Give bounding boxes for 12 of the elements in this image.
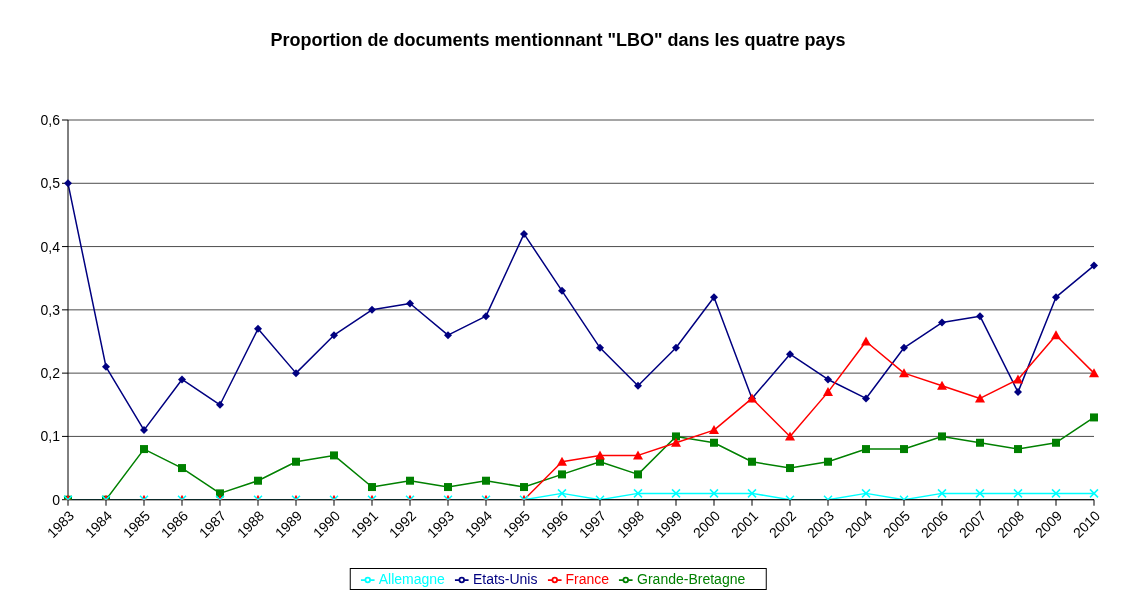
y-tick-label: 0,3	[40, 301, 61, 318]
legend-label: Etats-Unis	[472, 570, 538, 587]
legend-label: France	[565, 570, 610, 587]
y-tick-label: 0,5	[40, 175, 61, 192]
legend-label: Grande-Bretagne	[637, 570, 746, 587]
y-tick-label: 0,4	[40, 238, 61, 255]
y-tick-label: 0,2	[40, 365, 61, 382]
y-tick-label: 0	[52, 491, 61, 508]
y-tick-label: 0,1	[40, 428, 61, 445]
legend-label: Allemagne	[378, 570, 445, 587]
chart-title: Proportion de documents mentionnant "LBO" dans les quatre pays	[269, 29, 847, 52]
y-tick-label: 0,6	[40, 111, 61, 128]
